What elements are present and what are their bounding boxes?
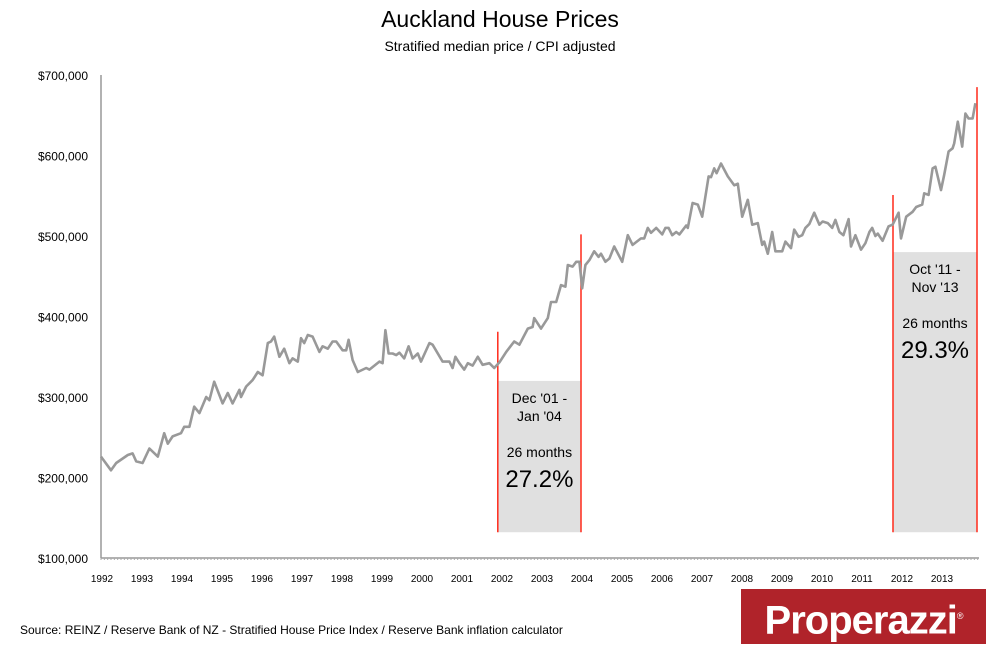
x-tick-label: 1998 bbox=[331, 574, 354, 585]
x-tick-label: 2005 bbox=[611, 574, 634, 585]
y-tick-label: $500,000 bbox=[38, 230, 88, 244]
chart-subtitle: Stratified median price / CPI adjusted bbox=[384, 38, 616, 54]
annotation-period-end: Jan '04 bbox=[517, 408, 562, 424]
x-tick-label: 2002 bbox=[491, 574, 514, 585]
x-tick-label: 2001 bbox=[451, 574, 474, 585]
x-tick-label: 2010 bbox=[811, 574, 834, 585]
annotation-duration: 26 months bbox=[902, 315, 967, 331]
x-tick-label: 1993 bbox=[131, 574, 154, 585]
x-tick-label: 1992 bbox=[91, 574, 114, 585]
annotation-duration: 26 months bbox=[507, 444, 572, 460]
x-tick-label: 2004 bbox=[571, 574, 594, 585]
annotation-box bbox=[893, 252, 977, 533]
x-tick-label: 2012 bbox=[891, 574, 914, 585]
annotation-period-start: Oct '11 - bbox=[909, 261, 961, 277]
logo-text: Properazzi bbox=[764, 598, 958, 643]
x-tick-label: 2000 bbox=[411, 574, 434, 585]
y-tick-label: $200,000 bbox=[38, 472, 88, 486]
y-tick-label: $100,000 bbox=[38, 552, 88, 566]
x-tick-label: 2013 bbox=[931, 574, 954, 585]
properazzi-logo: Properazzi® bbox=[741, 589, 986, 644]
x-tick-label: 1995 bbox=[211, 574, 234, 585]
y-tick-label: $700,000 bbox=[38, 69, 88, 83]
x-tick-label: 2009 bbox=[771, 574, 794, 585]
source-note: Source: REINZ / Reserve Bank of NZ - Str… bbox=[20, 623, 563, 637]
x-tick-label: 2007 bbox=[691, 574, 714, 585]
annotation-change: 27.2% bbox=[505, 466, 573, 493]
y-tick-label: $300,000 bbox=[38, 391, 88, 405]
annotation-period-end: Nov '13 bbox=[911, 279, 958, 295]
y-tick-label: $600,000 bbox=[38, 150, 88, 164]
x-tick-label: 1999 bbox=[371, 574, 394, 585]
annotation-change: 29.3% bbox=[901, 337, 969, 364]
x-tick-label: 2003 bbox=[531, 574, 554, 585]
x-tick-label: 1997 bbox=[291, 574, 314, 585]
annotation-box bbox=[497, 380, 581, 533]
x-tick-label: 2008 bbox=[731, 574, 754, 585]
price-series-line bbox=[99, 102, 977, 472]
x-tick-label: 2011 bbox=[851, 574, 873, 585]
chart-title: Auckland House Prices bbox=[381, 6, 619, 32]
y-tick-label: $400,000 bbox=[38, 311, 88, 325]
annotation-period-start: Dec '01 - bbox=[512, 390, 568, 406]
x-tick-label: 2006 bbox=[651, 574, 674, 585]
x-tick-label: 1994 bbox=[171, 574, 194, 585]
x-tick-label: 1996 bbox=[251, 574, 274, 585]
